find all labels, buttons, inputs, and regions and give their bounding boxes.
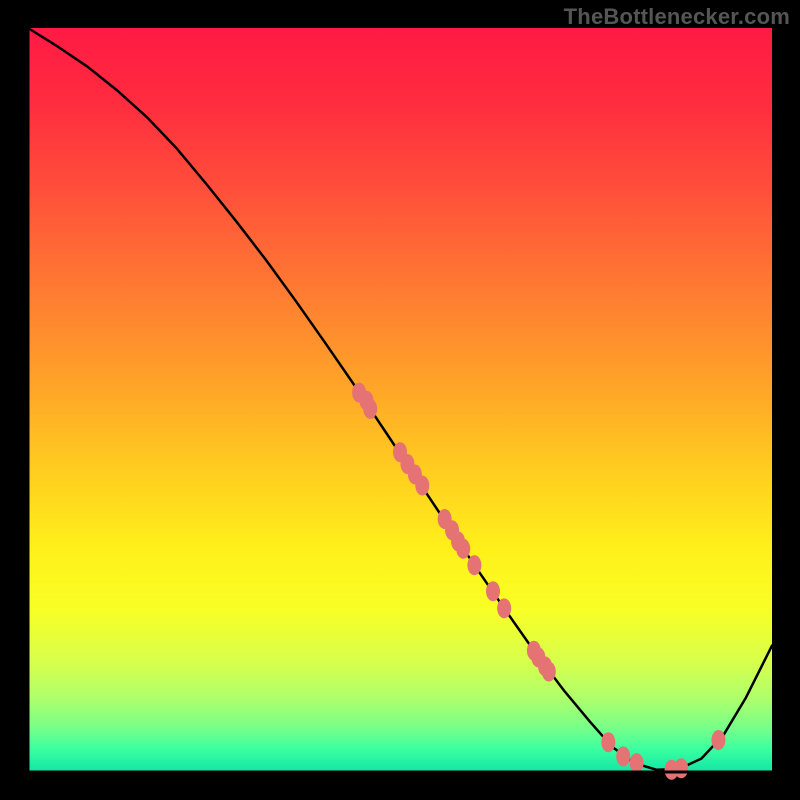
data-marker xyxy=(486,581,500,601)
data-marker xyxy=(674,758,688,778)
data-marker xyxy=(542,662,556,682)
data-marker xyxy=(467,555,481,575)
watermark-text: TheBottlenecker.com xyxy=(564,4,790,30)
data-marker xyxy=(601,732,615,752)
bottleneck-chart xyxy=(0,0,800,800)
chart-container: { "watermark": { "text": "TheBottlenecke… xyxy=(0,0,800,800)
data-marker xyxy=(363,399,377,419)
data-marker xyxy=(456,539,470,559)
data-marker xyxy=(630,753,644,773)
data-marker xyxy=(711,730,725,750)
data-marker xyxy=(497,598,511,618)
data-marker xyxy=(415,476,429,496)
data-marker xyxy=(616,746,630,766)
plot-background xyxy=(28,28,772,772)
